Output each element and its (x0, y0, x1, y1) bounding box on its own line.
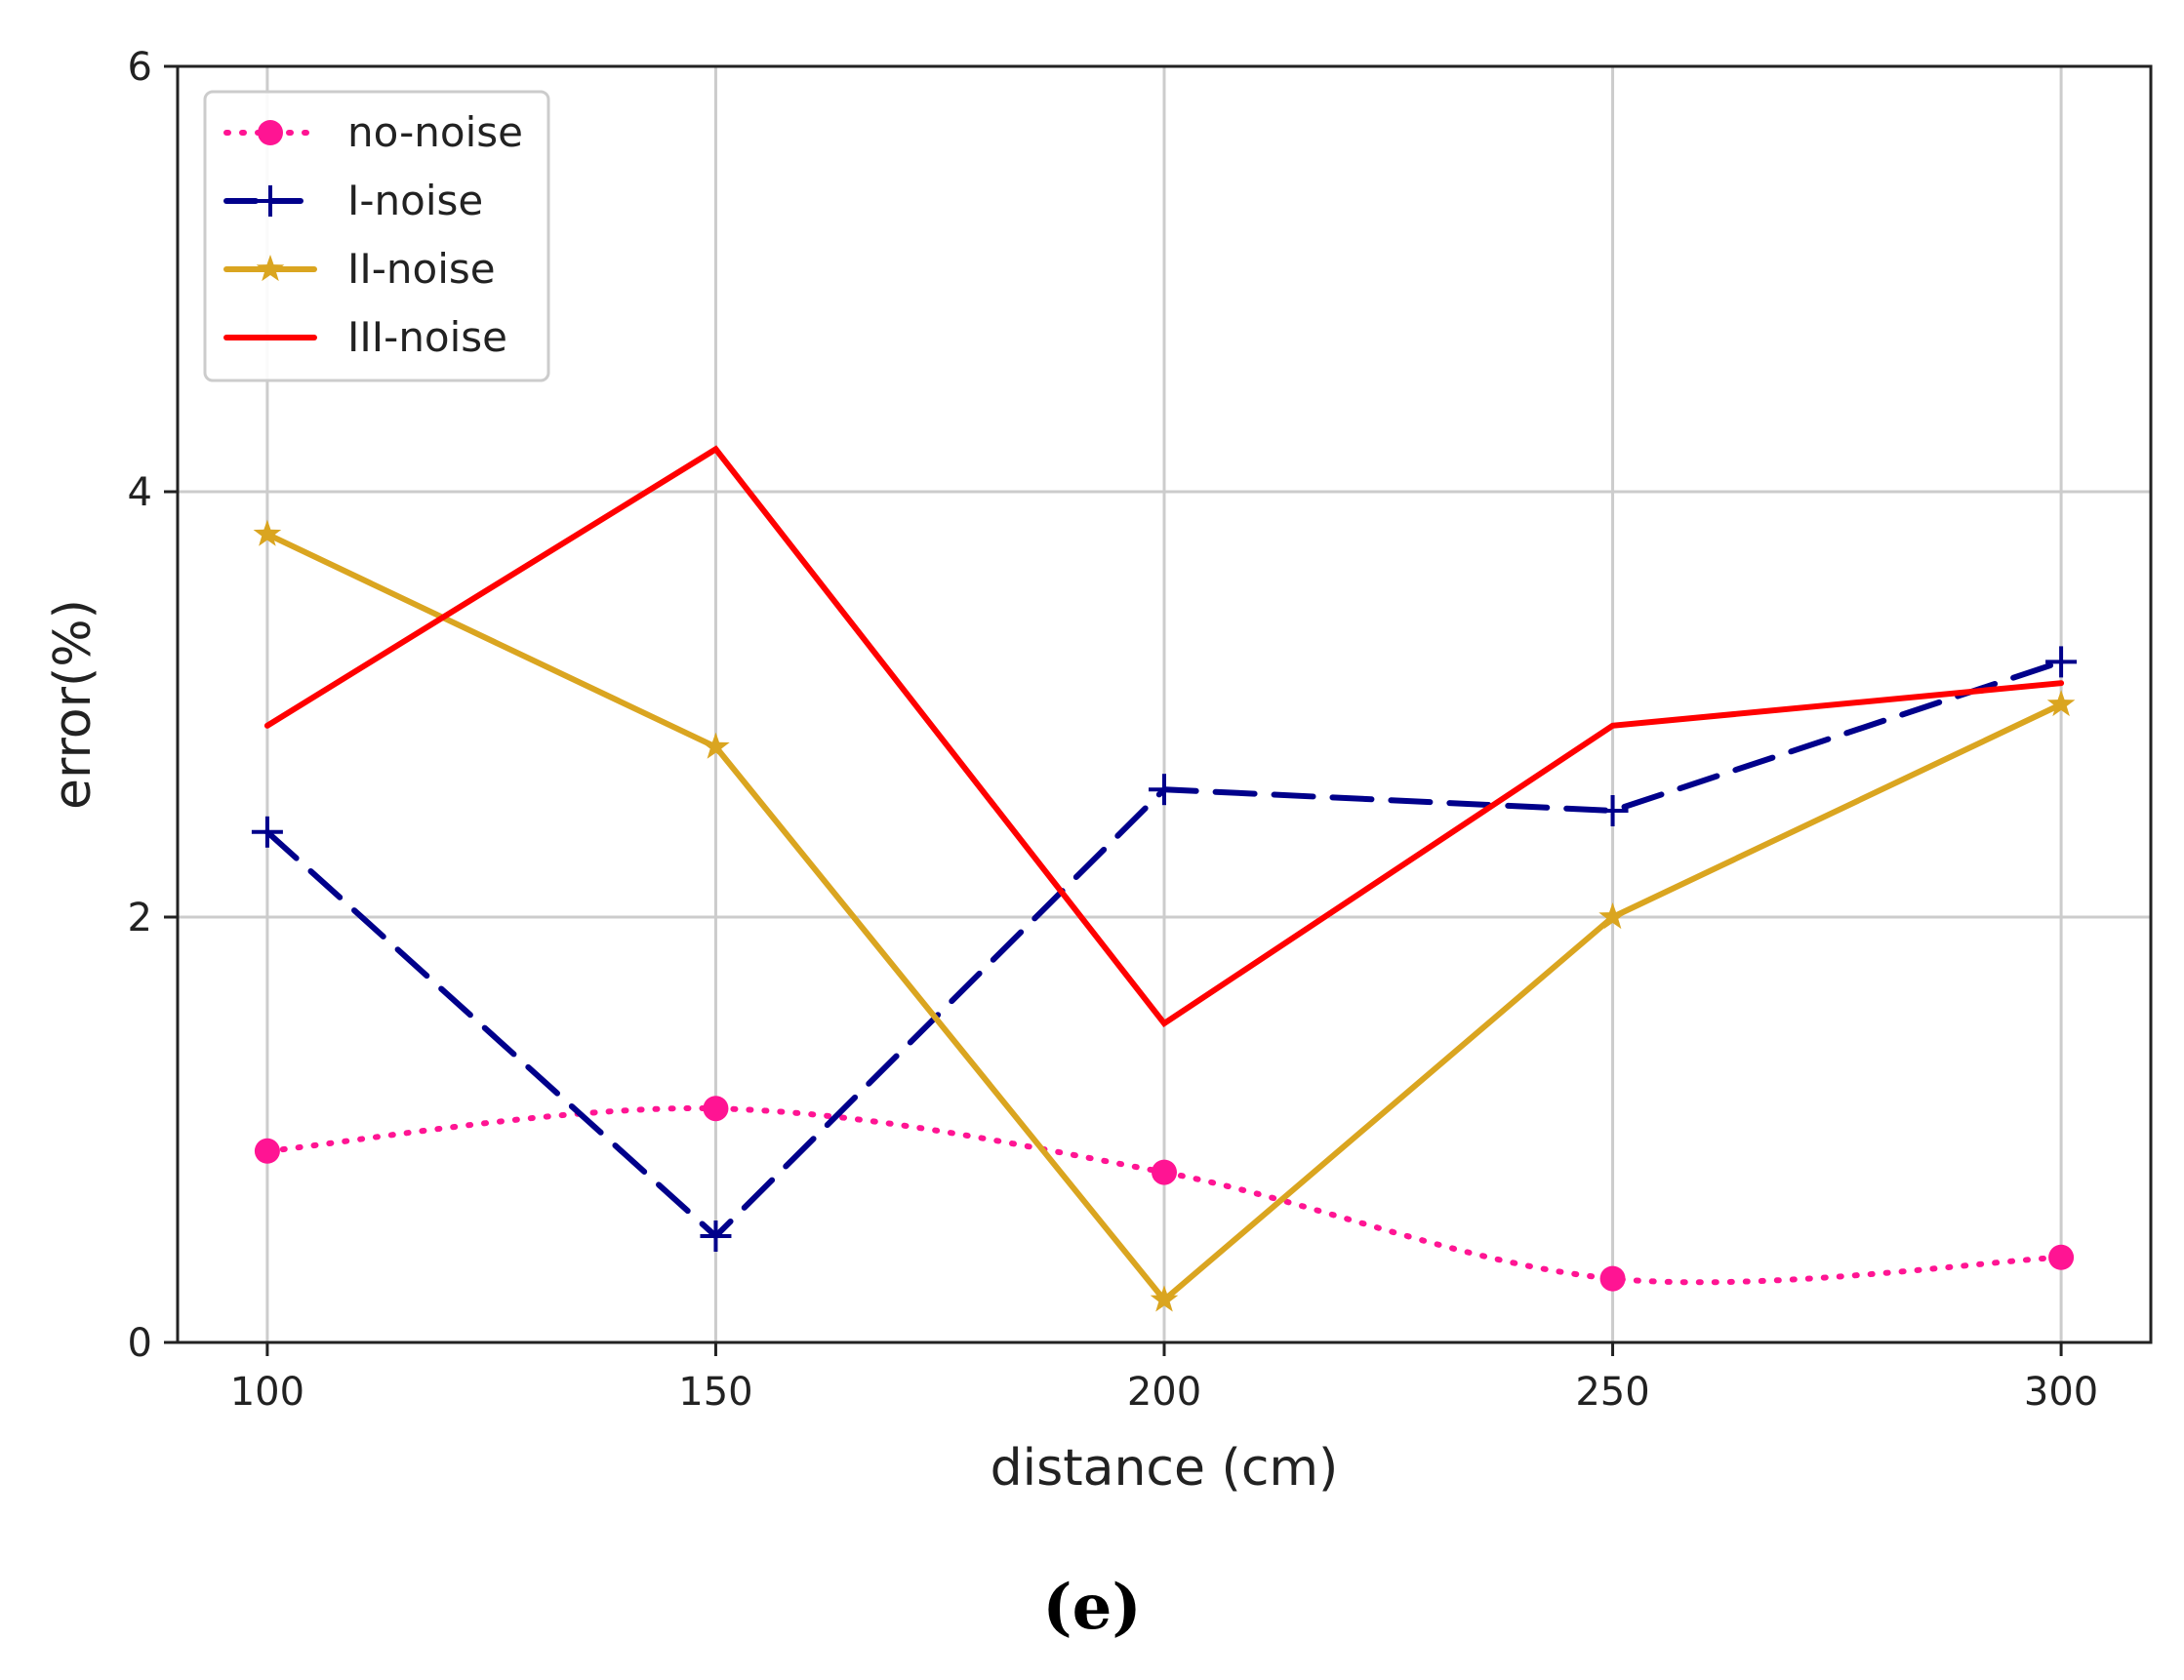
x-tick-label: 150 (678, 1370, 752, 1415)
series-iii-noise (263, 445, 2065, 1028)
legend-label-no-noise: no-noise (347, 108, 523, 156)
legend-item-ii-noise: II-noise (223, 245, 496, 293)
line-chart: 100 150 200 250 300 0 2 4 6 distance (cm) error(… (44, 45, 2153, 1498)
data-point-ii-noise (702, 732, 730, 759)
legend-item-iii-noise: III-noise (223, 313, 507, 361)
data-point-no-noise (1152, 1159, 1177, 1185)
data-point-ii-noise (2046, 690, 2076, 717)
series-i-noise (251, 646, 2078, 1252)
y-tick-label: 0 (128, 1321, 152, 1366)
y-tick-label: 4 (128, 470, 152, 515)
legend-marker-no-noise (258, 120, 283, 145)
x-axis-label: distance (cm) (991, 1439, 1339, 1498)
data-point-ii-noise (1598, 902, 1627, 930)
legend: no-noise I-noise II-noise III-noise (203, 90, 550, 382)
legend-item-no-noise: no-noise (223, 108, 523, 156)
legend-label-i-noise: I-noise (347, 177, 483, 224)
series-no-noise (254, 1096, 2075, 1292)
figure-caption: (e) (1042, 1571, 1142, 1644)
series-line-iii-noise (263, 445, 2065, 1028)
data-point-i-noise (2045, 646, 2078, 678)
legend-marker-i-noise (255, 185, 286, 217)
data-point-ii-noise (253, 519, 282, 546)
data-point-no-noise (2048, 1244, 2075, 1270)
y-tick-label: 6 (128, 45, 152, 90)
legend-marker-ii-noise (256, 255, 285, 282)
x-tick-label: 250 (1575, 1370, 1649, 1415)
legend-label-iii-noise: III-noise (347, 313, 507, 361)
legend-item-i-noise: I-noise (223, 177, 483, 224)
data-point-i-noise (700, 1220, 732, 1252)
ticks: 100 150 200 250 300 0 2 4 6 (128, 45, 2099, 1415)
series-layer (251, 445, 2078, 1312)
data-point-no-noise (254, 1138, 280, 1164)
data-point-i-noise (251, 816, 283, 848)
legend-label-ii-noise: II-noise (347, 245, 496, 293)
x-tick-label: 200 (1127, 1370, 1201, 1415)
x-tick-label: 100 (230, 1370, 304, 1415)
y-tick-label: 2 (128, 896, 152, 940)
data-point-i-noise (1149, 774, 1180, 806)
data-point-no-noise (703, 1096, 729, 1122)
series-ii-noise (253, 519, 2076, 1312)
legend-box (203, 90, 550, 382)
x-tick-label: 300 (2024, 1370, 2098, 1415)
data-point-i-noise (1597, 795, 1629, 826)
data-point-no-noise (1599, 1265, 1626, 1292)
data-point-ii-noise (1150, 1285, 1179, 1312)
y-axis-label: error(%) (44, 599, 102, 810)
